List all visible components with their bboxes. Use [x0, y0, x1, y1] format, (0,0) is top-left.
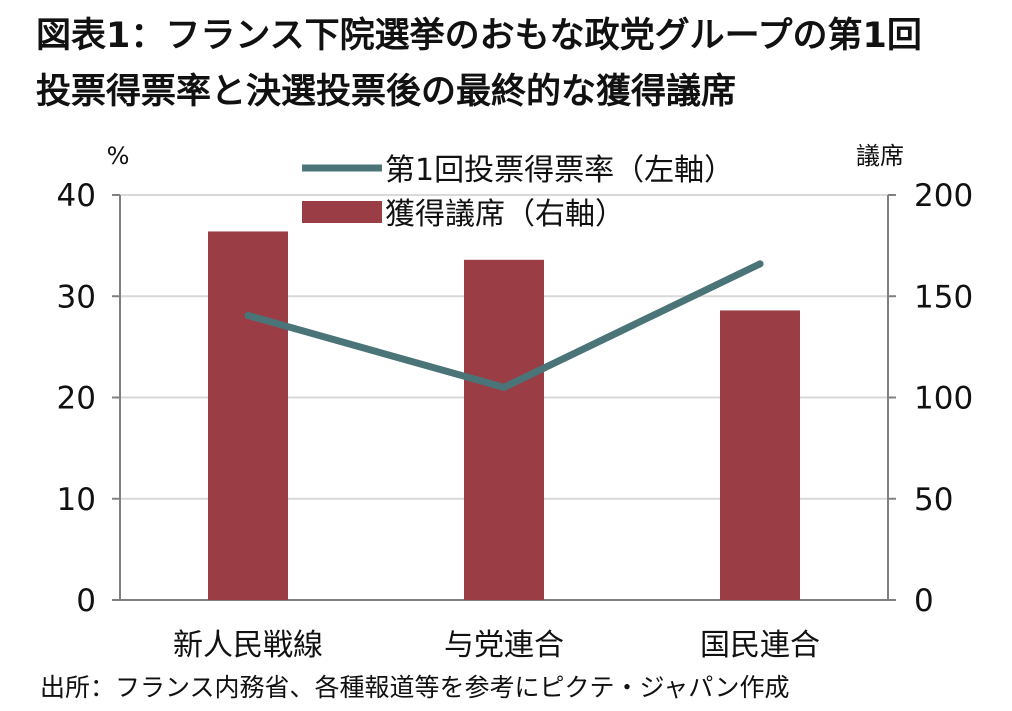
category-label: 新人民戦線	[173, 628, 323, 663]
legend-bar-swatch	[302, 201, 382, 223]
left-tick-label: 10	[57, 482, 96, 518]
chart-title: 図表1：フランス下院選挙のおもな政党グループの第1回 投票得票率と決選投票後の最…	[36, 8, 986, 120]
left-tick-label: 40	[57, 178, 96, 214]
right-tick-label: 50	[914, 482, 953, 518]
source-note: 出所：フランス内務省、各種報道等を参考にピクテ・ジャパン作成	[40, 673, 790, 702]
right-tick-label: 200	[914, 178, 973, 214]
right-tick-label: 150	[914, 279, 973, 315]
bar-seats	[208, 231, 288, 600]
left-tick-label: 20	[57, 381, 96, 417]
title-line-1: 図表1：フランス下院選挙のおもな政党グループの第1回	[36, 16, 922, 56]
legend-line-label: 第1回投票得票率（左軸）	[385, 153, 734, 188]
category-label: 国民連合	[700, 628, 820, 663]
left-tick-label: 0	[76, 583, 96, 619]
legend-bar-label: 獲得議席（右軸）	[385, 197, 625, 232]
right-tick-label: 0	[914, 583, 934, 619]
bar-seats	[464, 259, 544, 600]
left-tick-label: 30	[57, 279, 96, 315]
right-tick-label: 100	[914, 381, 973, 417]
right-axis-unit: 議席	[856, 142, 904, 170]
line-point	[500, 383, 508, 391]
category-label: 与党連合	[444, 628, 564, 663]
bar-seats	[720, 310, 800, 600]
line-point	[244, 311, 252, 319]
left-axis-unit: %	[107, 142, 130, 170]
title-line-2: 投票得票率と決選投票後の最終的な獲得議席	[36, 72, 737, 112]
line-point	[756, 260, 764, 268]
